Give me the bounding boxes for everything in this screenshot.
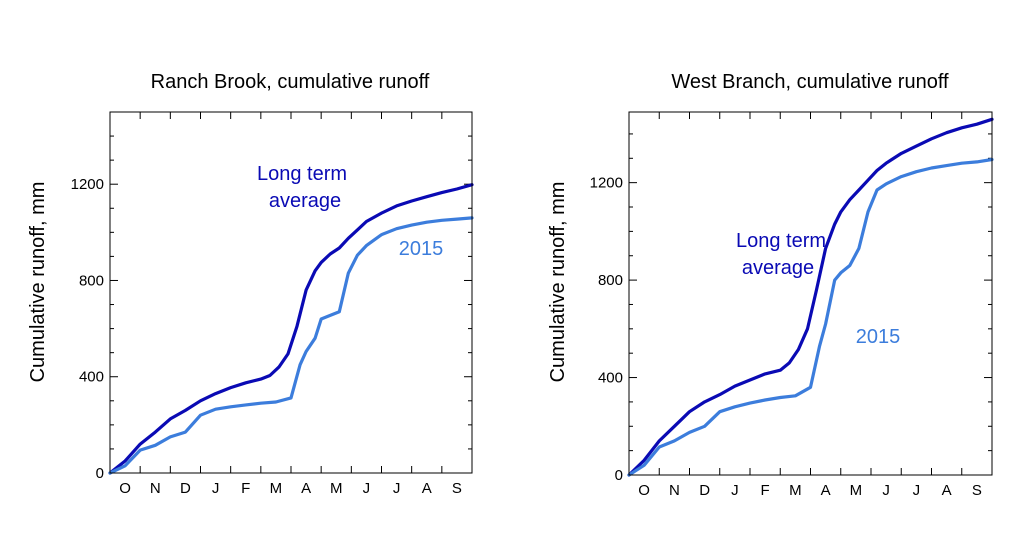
x-tick-label: M — [850, 482, 863, 499]
annotation-average: average — [269, 190, 341, 212]
x-tick-label: A — [821, 482, 831, 499]
annotation-2015: 2015 — [856, 326, 901, 348]
chart-title: West Branch, cumulative runoff — [671, 71, 949, 93]
x-tick-label: M — [330, 480, 343, 497]
x-tick-label: N — [150, 480, 161, 497]
y-tick-label: 800 — [598, 272, 623, 289]
series-line-long-term-average — [627, 117, 994, 477]
x-tick-label: J — [212, 480, 220, 497]
annotation-long-term: Long term — [257, 163, 347, 185]
series-line-long-term-average — [108, 183, 474, 475]
chart-title: Ranch Brook, cumulative runoff — [151, 71, 430, 93]
x-tick-label: S — [452, 480, 462, 497]
chart-panel-ranch-brook: Ranch Brook, cumulative runoff Cumulativ… — [27, 71, 474, 497]
x-tick-label: D — [699, 482, 710, 499]
x-tick-label: F — [761, 482, 770, 499]
y-tick-label: 1200 — [590, 175, 623, 192]
x-tick-label: J — [882, 482, 890, 499]
annotation-2015: 2015 — [399, 238, 444, 260]
y-tick-label: 400 — [598, 370, 623, 387]
x-tick-label: D — [180, 480, 191, 497]
y-axis-label: Cumulative runoff, mm — [27, 182, 49, 383]
x-tick-label: O — [638, 482, 650, 499]
x-tick-label: N — [669, 482, 680, 499]
annotation-long-term: Long term — [736, 230, 826, 252]
y-tick-label: 800 — [79, 272, 104, 289]
series-layer — [108, 183, 474, 475]
x-tick-label: J — [393, 480, 401, 497]
x-tick-label: O — [119, 480, 131, 497]
y-tick-label: 0 — [615, 467, 623, 484]
series-line-2015 — [627, 157, 994, 477]
x-tick-label: A — [301, 480, 311, 497]
series-layer — [627, 117, 994, 477]
x-tick-label: M — [270, 480, 283, 497]
y-tick-label: 0 — [96, 465, 104, 482]
x-tick-label: J — [913, 482, 921, 499]
x-tick-label: A — [422, 480, 432, 497]
annotation-average: average — [742, 257, 814, 279]
y-axis-ticks: 0 400 800 1200 — [590, 133, 992, 484]
plot-frame — [628, 111, 993, 476]
x-tick-label: A — [942, 482, 952, 499]
y-tick-label: 1200 — [71, 176, 104, 193]
series-line-2015 — [108, 216, 474, 475]
x-tick-label: M — [789, 482, 802, 499]
y-axis-label: Cumulative runoff, mm — [547, 182, 569, 383]
x-tick-label: J — [731, 482, 739, 499]
chart-panel-west-branch: West Branch, cumulative runoff Cumulativ… — [547, 71, 994, 499]
x-tick-label: J — [363, 480, 371, 497]
x-tick-label: S — [972, 482, 982, 499]
y-axis-ticks: 0 400 800 1200 — [71, 111, 472, 482]
x-tick-label: F — [241, 480, 250, 497]
y-tick-label: 400 — [79, 369, 104, 386]
plot-frame — [109, 111, 473, 474]
